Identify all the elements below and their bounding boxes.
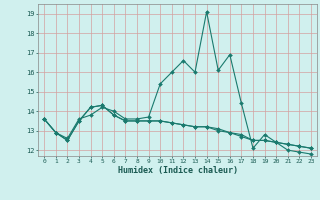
X-axis label: Humidex (Indice chaleur): Humidex (Indice chaleur)	[118, 166, 238, 175]
